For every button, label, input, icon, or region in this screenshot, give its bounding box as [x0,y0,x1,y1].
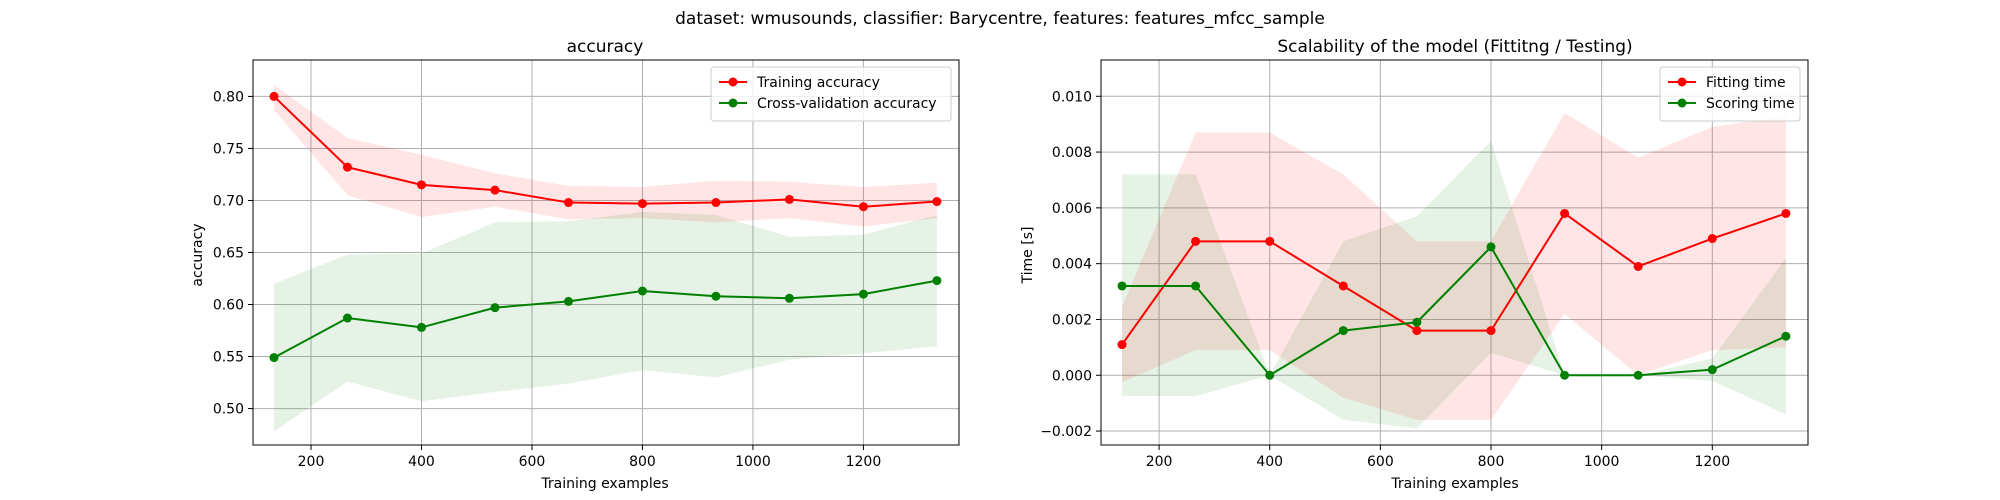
right-series-0-point [1117,340,1127,350]
left-series-0-point [269,91,279,101]
right-series-0-point [1707,234,1717,244]
right-y-tick-label: 0.004 [1052,257,1092,273]
left-x-tick-label: 1200 [846,454,882,470]
right-x-tick-label: 400 [1256,454,1283,470]
left-series-0-point [932,197,942,207]
right-series-1-point [1412,317,1422,327]
left-series-1-point [490,303,500,313]
left-y-tick-label: 0.70 [213,193,244,209]
left-legend-swatch-marker [728,98,738,108]
right-x-tick-label: 800 [1478,454,1505,470]
left-x-tick-label: 1000 [735,454,771,470]
left-series-0-line [273,95,937,208]
right-plot-area: 200 400 600 800 1000 1200 −0.002 0.000 0.002 0.00… [1040,59,1809,470]
left-legend-swatch-marker [728,77,738,87]
left-series-0-band [273,84,937,227]
right-y-tick-label: 0.006 [1052,201,1092,217]
left-y-tick-label: 0.50 [213,402,244,418]
right-series-0-point [1265,236,1275,246]
right-axes-frame [1100,59,1809,446]
left-y-tick-label: 0.75 [213,141,244,157]
right-x-axis-label: Training examples [1390,476,1518,492]
right-series-1-point [1338,326,1348,336]
left-plot: accuracy Training examples accuracy 200 4… [190,37,960,492]
left-series-1-line [273,279,938,359]
right-x-tick-label: 200 [1146,454,1173,470]
left-series-1-point [784,293,794,303]
left-y-tick-label: 0.60 [213,298,244,314]
left-series-1-point [342,313,352,323]
right-series-1-point [1486,242,1496,252]
right-series-0-band [1122,113,1786,420]
right-series-0-point [1633,261,1643,271]
right-series-0-point [1412,326,1422,336]
right-series-0-line [1121,212,1787,346]
left-series-1-point [711,291,721,301]
left-series-1-band [273,211,937,432]
left-plot-title: accuracy [567,37,644,57]
left-series-1-point [932,276,942,286]
left-legend-label: Cross-validation accuracy [757,96,937,112]
figure-suptitle: dataset: wmusounds, classifier: Barycent… [675,9,1325,29]
right-y-tick-label: −0.002 [1040,424,1092,440]
left-plot-area: 200 400 600 800 1000 1200 0.50 0.55 0.60 0.65 0.70… [213,59,960,470]
right-series-1-point [1191,281,1201,291]
left-series-0-point [342,162,352,172]
left-series-1-point [269,353,279,363]
left-legend [710,66,952,122]
left-series-1-point [416,322,426,332]
left-series-1-point [858,289,868,299]
right-legend-swatch-marker [1677,77,1687,87]
right-x-tick-label: 1000 [1584,454,1620,470]
right-series-0-point [1781,208,1791,218]
left-series-0-point [784,194,794,204]
right-series-0-point [1338,281,1348,291]
right-series-1-point [1560,370,1570,380]
right-x-tick-label: 600 [1367,454,1394,470]
right-plot: Scalability of the model (Fittitng / Tes… [1020,37,1809,492]
right-legend-swatch-marker [1677,98,1687,108]
left-series-1-point [563,296,573,306]
left-x-axis-label: Training examples [540,476,668,492]
left-y-tick-label: 0.80 [213,89,244,105]
left-series-0-point [711,198,721,208]
left-series-0-point [416,180,426,190]
right-y-tick-label: 0.008 [1052,145,1092,161]
right-series-0-point [1486,326,1496,336]
left-x-tick-label: 200 [298,454,325,470]
right-series-1-point [1117,281,1127,291]
right-series-0-point [1191,236,1201,246]
left-x-tick-label: 800 [629,454,656,470]
left-series-0-point [563,198,573,208]
right-series-1-point [1265,370,1275,380]
right-plot-title: Scalability of the model (Fittitng / Tes… [1277,37,1632,57]
left-x-tick-label: 400 [408,454,435,470]
right-series-1-point [1633,370,1643,380]
left-series-0-point [858,202,868,212]
right-series-0-point [1560,208,1570,218]
right-legend-label: Fitting time [1706,75,1786,91]
right-series-1-point [1781,331,1791,341]
left-legend-label: Training accuracy [756,75,880,91]
right-y-tick-label: 0.010 [1052,89,1092,105]
right-legend [1659,66,1801,122]
right-legend-label: Scoring time [1706,96,1795,112]
left-series-0-point [490,185,500,195]
right-x-tick-label: 1200 [1694,454,1730,470]
right-y-axis-label: Time [s] [1020,227,1036,285]
left-x-tick-label: 600 [519,454,546,470]
left-series-1-point [637,286,647,296]
left-series-0-point [637,199,647,209]
right-series-1-point [1707,365,1717,375]
left-y-tick-label: 0.65 [213,246,244,262]
right-series-1-line [1122,245,1787,377]
left-y-tick-label: 0.55 [213,350,244,366]
right-y-tick-label: 0.000 [1052,368,1092,384]
right-y-tick-label: 0.002 [1052,312,1092,328]
left-y-axis-label: accuracy [190,223,206,286]
